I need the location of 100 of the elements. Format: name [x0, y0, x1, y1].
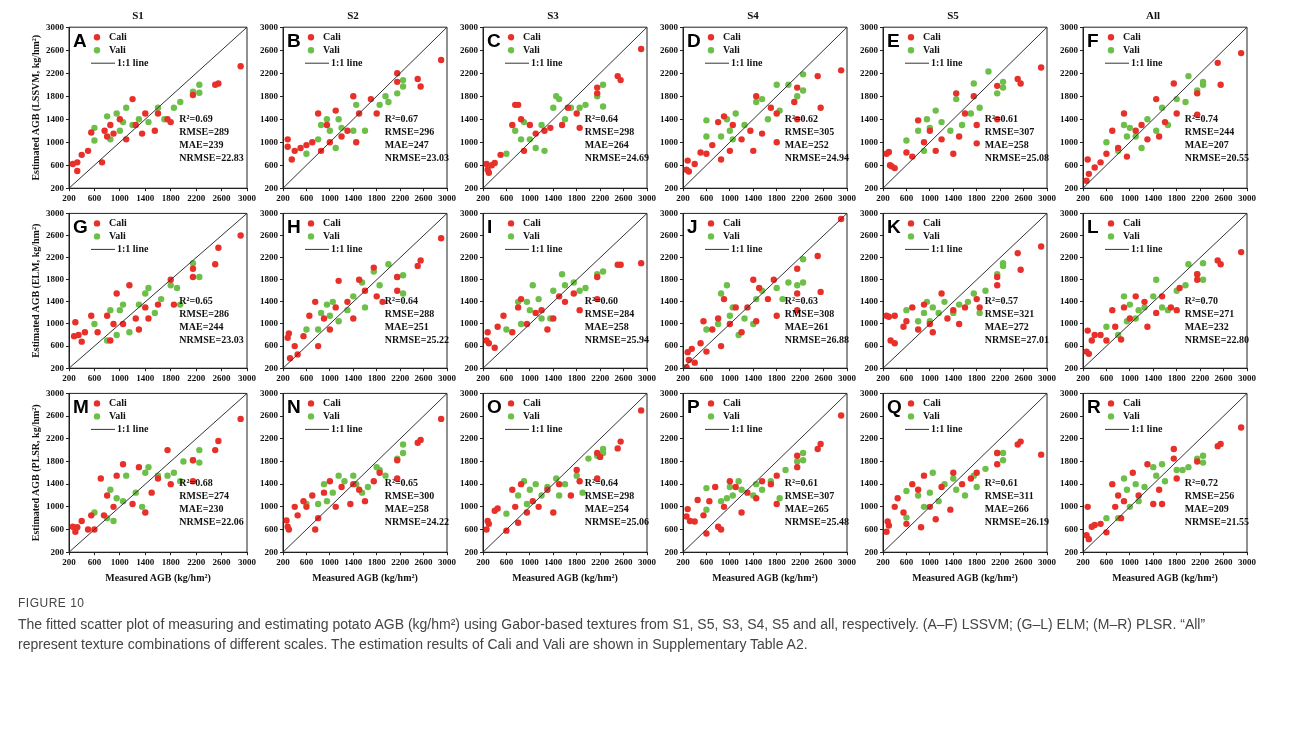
y-tick-label: 2600 — [460, 410, 479, 421]
x-tick-label: 2600 — [212, 192, 232, 203]
y-tick-label: 200 — [1064, 362, 1079, 373]
x-tick-label: 2200 — [187, 192, 206, 203]
y-tick-label: 200 — [50, 546, 65, 557]
y-tick-label: 1400 — [1060, 478, 1079, 489]
x-tick-label: 2600 — [814, 372, 834, 383]
y-tick-label: 1400 — [860, 296, 879, 307]
x-tick-label: 1400 — [744, 556, 763, 567]
x-tick-label: 3000 — [638, 556, 657, 567]
y-tick-label: 1000 — [460, 136, 479, 147]
y-tick-label: 1400 — [460, 113, 479, 124]
annotation: MAE=251 — [384, 321, 429, 333]
y-tick-label: 1800 — [860, 274, 879, 285]
chart-title: S4 — [747, 9, 760, 22]
legend-label: Vali — [923, 229, 941, 241]
y-tick-label: 2600 — [660, 44, 679, 55]
annotation: NRMSE=21.55 — [1184, 516, 1249, 528]
x-tick-label: 2200 — [791, 372, 810, 383]
annotation: M — [73, 396, 89, 418]
x-tick-label: 1800 — [967, 556, 987, 567]
x-tick-label: 600 — [899, 192, 914, 203]
y-tick-label: 600 — [464, 159, 479, 170]
annotation: R²=0.60 — [584, 295, 619, 307]
y-axis-title: Estimated AGB (LSSVM, kg/hm²) — [29, 34, 42, 181]
legend-label: 1:1 line — [931, 56, 963, 68]
legend-label: Vali — [723, 409, 741, 421]
y-tick-label: 1000 — [1060, 318, 1079, 329]
y-tick-label: 1400 — [46, 296, 65, 307]
x-tick-label: 2600 — [814, 192, 834, 203]
x-tick-label: 1800 — [967, 192, 987, 203]
x-tick-label: 1000 — [920, 556, 940, 567]
x-tick-label: 2200 — [187, 372, 206, 383]
legend-label: Cali — [923, 396, 941, 408]
y-tick-label: 200 — [864, 546, 879, 557]
x-tick-label: 2600 — [614, 372, 634, 383]
x-tick-label: 1000 — [320, 372, 340, 383]
y-tick-label: 3000 — [1060, 21, 1079, 32]
legend-label: 1:1 line — [1131, 242, 1163, 254]
y-tick-label: 2200 — [860, 67, 879, 78]
x-tick-label: 1000 — [110, 556, 130, 567]
y-tick-label: 600 — [50, 159, 65, 170]
y-tick-label: 600 — [1064, 523, 1079, 534]
x-tick-label: 1000 — [110, 192, 130, 203]
y-tick-label: 1000 — [46, 501, 65, 512]
x-tick-label: 2200 — [187, 556, 206, 567]
y-tick-label: 3000 — [1060, 207, 1079, 218]
y-tick-label: 2200 — [460, 67, 479, 78]
annotation: L — [1087, 216, 1099, 238]
annotation: NRMSE=27.01 — [984, 334, 1049, 346]
legend-label: Vali — [723, 229, 741, 241]
x-tick-label: 2600 — [1014, 556, 1034, 567]
x-tick-label: 3000 — [838, 556, 857, 567]
y-tick-label: 600 — [664, 159, 679, 170]
y-tick-label: 3000 — [860, 387, 879, 398]
y-tick-label: 1000 — [1060, 136, 1079, 147]
x-tick-label: 1000 — [520, 372, 540, 383]
annotation: D — [687, 29, 701, 51]
x-tick-label: 600 — [299, 556, 314, 567]
y-tick-label: 1800 — [46, 90, 65, 101]
y-tick-label: 1800 — [1060, 274, 1079, 285]
x-tick-label: 600 — [899, 372, 914, 383]
y-tick-label: 200 — [464, 182, 479, 193]
y-tick-label: 3000 — [460, 207, 479, 218]
y-tick-label: 2600 — [260, 229, 279, 240]
y-tick-label: 3000 — [46, 21, 65, 32]
x-tick-label: 3000 — [638, 192, 657, 203]
annotation: RMSE=244 — [1184, 125, 1235, 137]
legend-label: 1:1 line — [1131, 422, 1163, 434]
y-tick-label: 200 — [664, 182, 679, 193]
x-tick-label: 3000 — [438, 372, 457, 383]
x-tick-label: 1800 — [567, 556, 587, 567]
y-tick-label: 600 — [1064, 340, 1079, 351]
x-tick-label: 1000 — [1120, 372, 1140, 383]
x-tick-label: 200 — [676, 556, 691, 567]
annotation: MAE=230 — [179, 503, 224, 515]
x-tick-label: 200 — [62, 192, 77, 203]
chart-title: All — [1145, 9, 1161, 22]
x-tick-label: 200 — [676, 372, 691, 383]
annotation: RMSE=289 — [179, 125, 229, 137]
annotation: MAE=258 — [984, 138, 1029, 150]
y-tick-label: 1800 — [460, 455, 479, 466]
y-tick-label: 2200 — [860, 251, 879, 262]
annotation: MAE=261 — [784, 321, 829, 333]
y-tick-label: 3000 — [260, 207, 279, 218]
annotation: R²=0.57 — [984, 295, 1019, 307]
legend-label: 1:1 line — [331, 242, 363, 254]
annotation: RMSE=298 — [584, 490, 635, 502]
y-tick-label: 2600 — [1060, 44, 1079, 55]
y-tick-label: 600 — [464, 523, 479, 534]
annotation: NRMSE=23.03 — [179, 334, 244, 346]
x-tick-label: 2200 — [1191, 192, 1210, 203]
legend-label: Cali — [923, 30, 941, 42]
x-tick-label: 2600 — [614, 556, 634, 567]
x-tick-label: 600 — [299, 372, 314, 383]
annotation: MAE=232 — [1184, 321, 1229, 333]
y-tick-label: 2200 — [460, 433, 479, 444]
y-tick-label: 1800 — [860, 90, 879, 101]
x-tick-label: 2200 — [591, 372, 610, 383]
legend-label: Vali — [1123, 43, 1141, 55]
